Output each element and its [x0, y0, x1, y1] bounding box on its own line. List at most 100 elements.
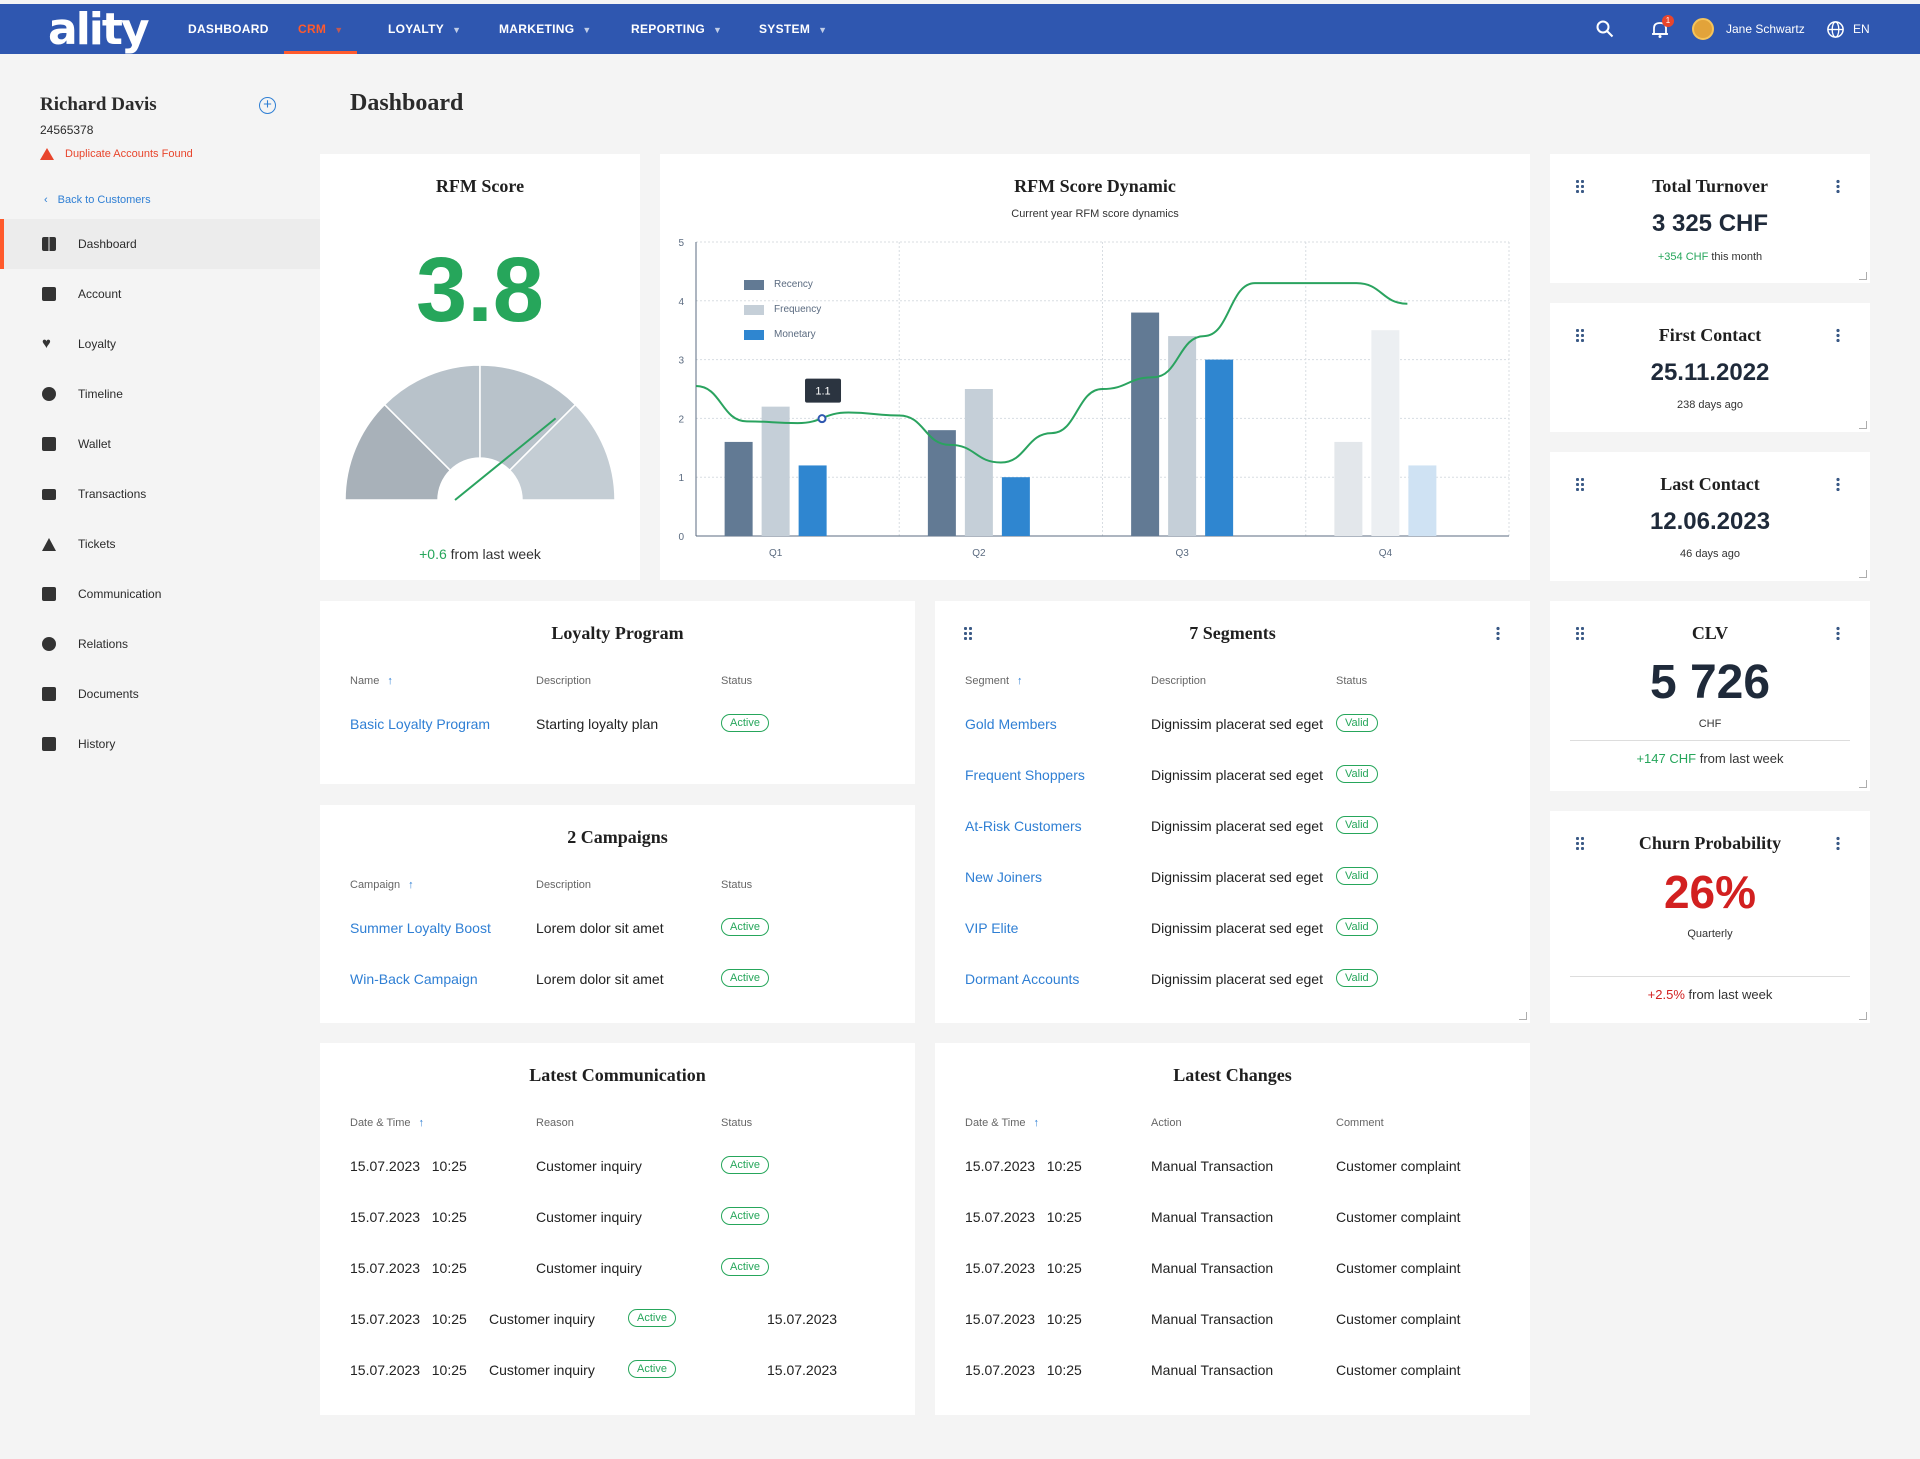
- row-date: 15.07.2023: [350, 1209, 421, 1225]
- latest-changes-title: Latest Changes: [1173, 1065, 1292, 1085]
- language-label: EN: [1853, 22, 1870, 36]
- drag-handle-icon[interactable]: [1575, 626, 1585, 640]
- column-header-campaign[interactable]: Campaign ↑: [350, 879, 414, 891]
- add-button[interactable]: +: [259, 97, 276, 114]
- sidebar-item-communication[interactable]: Communication: [0, 569, 320, 619]
- sidebar-item-documents[interactable]: Documents: [0, 669, 320, 719]
- row-date: 15.07.2023: [350, 1311, 421, 1327]
- nav-reporting[interactable]: REPORTING ▼: [631, 4, 722, 54]
- back-to-customers-link[interactable]: ‹ Back to Customers: [44, 194, 151, 206]
- nav-loyalty-label: LOYALTY: [388, 22, 445, 36]
- sidebar-item-label: Loyalty: [78, 337, 117, 351]
- x-tick-label: Q3: [1175, 548, 1189, 559]
- rfm-dynamic-title: RFM Score Dynamic: [1014, 176, 1176, 196]
- table-row-comment: Customer complaint: [1336, 1362, 1461, 1378]
- rfm-dynamic-card: RFM Score Dynamic Current year RFM score…: [660, 154, 1530, 580]
- row-time: 10:25: [431, 1311, 467, 1327]
- sidebar-item-transactions[interactable]: Transactions: [0, 469, 320, 519]
- warning-icon: [40, 148, 54, 160]
- legend-swatch: [744, 279, 764, 290]
- sidebar-item-dashboard[interactable]: Dashboard: [0, 219, 320, 269]
- user-name: Jane Schwartz: [1726, 22, 1805, 36]
- drag-handle-icon[interactable]: [963, 626, 973, 640]
- latest-communication-card: Latest Communication Date & Time ↑ Reason…: [320, 1043, 915, 1415]
- nav-system[interactable]: SYSTEM ▼: [759, 4, 827, 54]
- nav-reporting-label: REPORTING: [631, 22, 706, 36]
- segment-link[interactable]: Dormant Accounts: [965, 971, 1080, 987]
- table-row-date: 15.07.2023 10:25: [350, 1362, 467, 1378]
- resize-handle-icon[interactable]: [1859, 421, 1867, 429]
- resize-handle-icon[interactable]: [1859, 780, 1867, 788]
- column-header-date-time[interactable]: Date & Time ↑: [350, 1117, 424, 1129]
- column-header-name[interactable]: Name ↑: [350, 675, 393, 687]
- more-options-icon[interactable]: [1836, 179, 1840, 193]
- rfm-score-delta: +0.6 from last week: [320, 546, 640, 562]
- drag-handle-icon[interactable]: [1575, 477, 1585, 491]
- column-header-date-time[interactable]: Date & Time ↑: [965, 1117, 1039, 1129]
- rfm-gauge: [344, 364, 616, 501]
- relations-icon: [42, 637, 56, 651]
- bar-recency: [1131, 312, 1160, 536]
- legend-swatch: [744, 329, 764, 340]
- sidebar-item-tickets[interactable]: Tickets: [0, 519, 320, 569]
- more-options-icon[interactable]: [1836, 328, 1840, 342]
- resize-handle-icon[interactable]: [1519, 1012, 1527, 1020]
- campaign-link[interactable]: Summer Loyalty Boost: [350, 920, 491, 936]
- more-options-icon[interactable]: [1496, 626, 1500, 640]
- status-badge: Active: [721, 1258, 769, 1276]
- sidebar-item-wallet[interactable]: Wallet: [0, 419, 320, 469]
- nav-marketing[interactable]: MARKETING ▼: [499, 4, 592, 54]
- sidebar-item-loyalty[interactable]: ♥ Loyalty: [0, 319, 320, 369]
- card-icon: [42, 488, 56, 500]
- sidebar-item-relations[interactable]: Relations: [0, 619, 320, 669]
- campaign-link[interactable]: Win-Back Campaign: [350, 971, 478, 987]
- sidebar-item-timeline[interactable]: Timeline: [0, 369, 320, 419]
- search-icon: [1596, 20, 1614, 38]
- segment-link[interactable]: New Joiners: [965, 869, 1043, 885]
- drag-handle-icon[interactable]: [1575, 328, 1585, 342]
- sidebar-item-label: Relations: [78, 637, 129, 651]
- drag-handle-icon[interactable]: [1575, 836, 1585, 850]
- trend-line: [695, 282, 1408, 464]
- page-title: Dashboard: [350, 90, 464, 116]
- more-options-icon[interactable]: [1836, 477, 1840, 491]
- nav-crm[interactable]: CRM ▼: [283, 4, 359, 54]
- sidebar-item-account[interactable]: Account: [0, 269, 320, 319]
- turnover-delta-value: +354 CHF: [1657, 251, 1709, 263]
- bar-monetary: [1205, 359, 1234, 536]
- app-logo[interactable]: ality: [48, 4, 150, 55]
- resize-handle-icon[interactable]: [1859, 570, 1867, 578]
- rfm-delta-suffix: from last week: [450, 546, 541, 562]
- sidebar-item-history[interactable]: History: [0, 719, 320, 769]
- user-menu[interactable]: Jane Schwartz: [1692, 4, 1805, 54]
- wallet-icon: [42, 437, 56, 451]
- sidebar-item-label: Account: [78, 287, 122, 301]
- clv-delta: +147 CHF from last week: [1550, 751, 1870, 766]
- loyalty-program-link[interactable]: Basic Loyalty Program: [350, 716, 491, 732]
- segment-link[interactable]: Gold Members: [965, 716, 1057, 732]
- chevron-down-icon: ▼: [582, 25, 592, 35]
- y-tick-label: 1: [678, 473, 684, 484]
- segment-link[interactable]: VIP Elite: [965, 920, 1019, 936]
- column-header-status: Status: [721, 879, 753, 891]
- bar-monetary: [1001, 477, 1030, 536]
- more-options-icon[interactable]: [1836, 836, 1840, 850]
- drag-handle-icon[interactable]: [1575, 179, 1585, 193]
- more-options-icon[interactable]: [1836, 626, 1840, 640]
- duplicate-warning[interactable]: Duplicate Accounts Found: [40, 148, 193, 160]
- search-button[interactable]: [1596, 4, 1614, 54]
- column-header-segment[interactable]: Segment ↑: [965, 675, 1023, 687]
- language-selector[interactable]: EN: [1826, 4, 1870, 54]
- notifications-button[interactable]: 1: [1650, 4, 1674, 54]
- y-tick-label: 3: [678, 356, 684, 367]
- nav-dashboard[interactable]: DASHBOARD: [188, 4, 269, 54]
- nav-loyalty[interactable]: LOYALTY ▼: [388, 4, 461, 54]
- resize-handle-icon[interactable]: [1859, 1012, 1867, 1020]
- resize-handle-icon[interactable]: [1859, 272, 1867, 280]
- segment-link[interactable]: Frequent Shoppers: [965, 767, 1085, 783]
- segment-link[interactable]: At-Risk Customers: [965, 818, 1082, 834]
- bar-frequency: [964, 389, 993, 536]
- bar-recency: [724, 441, 753, 536]
- y-tick-label: 4: [678, 297, 684, 308]
- segment-description: Dignissim placerat sed eget: [1151, 869, 1323, 885]
